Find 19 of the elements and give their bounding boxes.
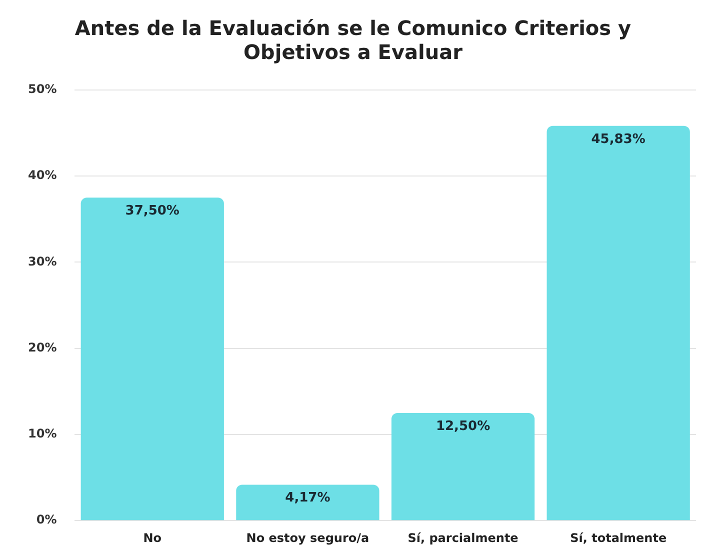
y-tick-label: 0%: [36, 512, 57, 527]
data-label: 4,17%: [285, 490, 330, 506]
y-tick-label: 50%: [28, 82, 57, 96]
y-tick-label: 30%: [28, 254, 57, 268]
x-tick-label: Sí, totalmente: [570, 530, 667, 545]
chart-title: Antes de la Evaluación se le Comunico Criterios y Objetivos a Evaluar: [74, 16, 632, 64]
x-tick-label: No estoy seguro/a: [246, 530, 370, 545]
bar: [236, 484, 380, 520]
data-label: 37,50%: [125, 204, 180, 219]
y-tick-label: 20%: [28, 340, 57, 354]
bar: [546, 126, 690, 520]
y-tick-label: 10%: [28, 426, 57, 441]
bar: [391, 412, 535, 520]
bar: [80, 198, 224, 520]
x-tick-label: Sí, parcialmente: [408, 530, 518, 545]
x-tick-label: No: [143, 530, 162, 545]
data-label: 12,50%: [436, 418, 490, 434]
y-tick-label: 40%: [28, 168, 57, 182]
data-label: 45,83%: [591, 132, 646, 147]
